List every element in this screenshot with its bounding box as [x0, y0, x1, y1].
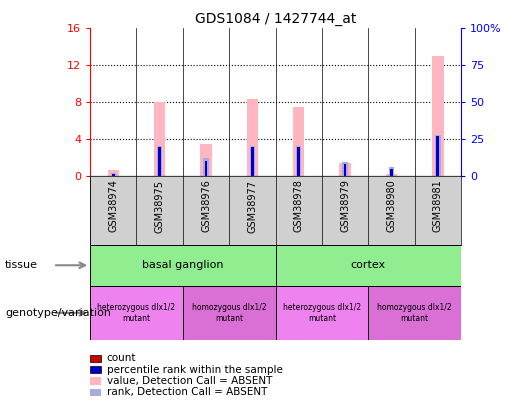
Bar: [251, 174, 254, 176]
Bar: [90, 245, 276, 286]
Bar: [183, 286, 276, 340]
Bar: [112, 174, 115, 176]
Bar: [90, 286, 183, 340]
Bar: [158, 147, 161, 176]
Text: homozygous dlx1/2
mutant: homozygous dlx1/2 mutant: [192, 303, 266, 322]
Text: genotype/variation: genotype/variation: [5, 308, 111, 318]
Bar: [112, 174, 115, 176]
Text: GSM38976: GSM38976: [201, 180, 211, 232]
Text: GSM38981: GSM38981: [433, 180, 443, 232]
Text: cortex: cortex: [351, 260, 386, 270]
Bar: [342, 162, 348, 176]
Bar: [203, 158, 209, 176]
Bar: [111, 173, 116, 176]
Bar: [297, 147, 300, 176]
Bar: [276, 245, 461, 286]
Text: GSM38979: GSM38979: [340, 180, 350, 232]
Bar: [108, 170, 119, 176]
Bar: [368, 286, 461, 340]
Text: basal ganglion: basal ganglion: [142, 260, 224, 270]
Text: percentile rank within the sample: percentile rank within the sample: [107, 365, 283, 375]
Title: GDS1084 / 1427744_at: GDS1084 / 1427744_at: [195, 12, 356, 26]
Bar: [436, 136, 439, 176]
Text: GSM38977: GSM38977: [247, 180, 258, 232]
Bar: [344, 164, 347, 176]
Bar: [297, 174, 300, 176]
Bar: [390, 175, 393, 176]
Bar: [293, 107, 304, 176]
Text: value, Detection Call = ABSENT: value, Detection Call = ABSENT: [107, 376, 272, 386]
Text: rank, Detection Call = ABSENT: rank, Detection Call = ABSENT: [107, 388, 267, 397]
Text: heterozygous dlx1/2
mutant: heterozygous dlx1/2 mutant: [283, 303, 361, 322]
Bar: [436, 174, 439, 176]
Text: heterozygous dlx1/2
mutant: heterozygous dlx1/2 mutant: [97, 303, 176, 322]
Bar: [390, 169, 393, 176]
Text: GSM38980: GSM38980: [386, 180, 397, 232]
Text: homozygous dlx1/2
mutant: homozygous dlx1/2 mutant: [377, 303, 452, 322]
Bar: [154, 102, 165, 176]
Bar: [247, 100, 258, 176]
Bar: [386, 174, 397, 176]
Bar: [204, 162, 208, 176]
Text: count: count: [107, 354, 136, 363]
Bar: [157, 146, 162, 176]
Bar: [296, 146, 301, 176]
Bar: [339, 163, 351, 176]
Bar: [200, 144, 212, 176]
Bar: [344, 174, 347, 176]
Bar: [158, 174, 161, 176]
Bar: [204, 174, 208, 176]
Text: GSM38975: GSM38975: [154, 180, 165, 232]
Bar: [435, 135, 440, 176]
Bar: [432, 56, 443, 176]
Text: GSM38978: GSM38978: [294, 180, 304, 232]
Text: tissue: tissue: [5, 260, 38, 270]
Bar: [276, 286, 368, 340]
Bar: [251, 147, 254, 176]
Bar: [389, 166, 394, 176]
Bar: [250, 146, 255, 176]
Text: GSM38974: GSM38974: [108, 180, 118, 232]
